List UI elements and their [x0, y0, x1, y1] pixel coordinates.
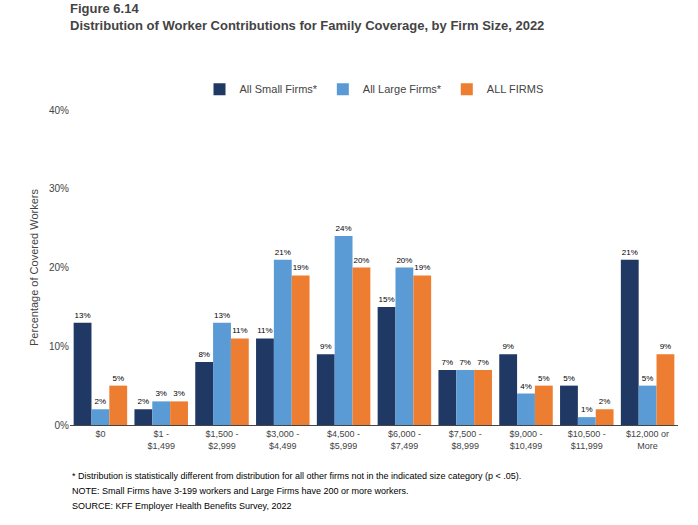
svg-text:* Distribution is statisticall: * Distribution is statistically differen… [72, 471, 521, 481]
svg-text:21%: 21% [275, 248, 291, 257]
svg-text:5%: 5% [563, 374, 575, 383]
svg-text:$7,500 -$8,999: $7,500 -$8,999 [449, 429, 482, 451]
svg-text:19%: 19% [293, 263, 309, 272]
svg-text:Figure 6.14Distribution of Wor: Figure 6.14Distribution of Worker Contri… [70, 1, 544, 33]
svg-text:3%: 3% [155, 389, 167, 398]
svg-text:5%: 5% [642, 374, 654, 383]
svg-text:3%: 3% [173, 389, 185, 398]
svg-text:$9,000 -$10,499: $9,000 -$10,499 [509, 429, 542, 451]
svg-text:20%: 20% [353, 256, 369, 265]
svg-text:20%: 20% [396, 256, 412, 265]
svg-text:NOTE: Small Firms have 3-199 w: NOTE: Small Firms have 3-199 workers and… [72, 486, 409, 496]
svg-text:$10,500 -$11,999: $10,500 -$11,999 [568, 429, 606, 451]
svg-text:13%: 13% [214, 311, 230, 320]
svg-text:9%: 9% [660, 342, 672, 351]
svg-text:7%: 7% [442, 358, 454, 367]
svg-text:13%: 13% [75, 311, 91, 320]
svg-text:ALL FIRMS: ALL FIRMS [487, 83, 543, 95]
svg-text:9%: 9% [320, 342, 332, 351]
svg-text:$3,000 -$4,499: $3,000 -$4,499 [266, 429, 299, 451]
svg-text:30%: 30% [49, 183, 69, 194]
svg-text:10%: 10% [49, 341, 69, 352]
svg-text:SOURCE: KFF Employer Health Be: SOURCE: KFF Employer Health Benefits Sur… [72, 501, 291, 511]
svg-text:19%: 19% [414, 263, 430, 272]
svg-text:7%: 7% [477, 358, 489, 367]
svg-text:24%: 24% [336, 224, 352, 233]
svg-text:5%: 5% [538, 374, 550, 383]
svg-text:Percentage of Covered Workers: Percentage of Covered Workers [28, 189, 40, 346]
svg-text:11%: 11% [232, 326, 247, 335]
svg-text:2%: 2% [95, 397, 107, 406]
svg-text:$1,500 -$2,999: $1,500 -$2,999 [205, 429, 238, 451]
svg-text:40%: 40% [49, 105, 69, 116]
svg-text:5%: 5% [112, 374, 124, 383]
svg-text:1%: 1% [581, 405, 593, 414]
svg-text:21%: 21% [622, 248, 638, 257]
svg-text:All Large Firms*: All Large Firms* [363, 83, 442, 95]
svg-text:0%: 0% [55, 420, 70, 431]
svg-text:$4,500 -$5,999: $4,500 -$5,999 [327, 429, 360, 451]
svg-text:$1 -$1,499: $1 -$1,499 [147, 429, 175, 451]
svg-text:$12,000 orMore: $12,000 orMore [626, 429, 669, 451]
svg-text:20%: 20% [49, 262, 69, 273]
svg-text:$0: $0 [95, 429, 105, 439]
svg-text:$6,000 -$7,499: $6,000 -$7,499 [388, 429, 421, 451]
svg-text:15%: 15% [379, 295, 395, 304]
svg-text:11%: 11% [257, 326, 272, 335]
svg-text:9%: 9% [502, 342, 514, 351]
svg-text:2%: 2% [138, 397, 150, 406]
svg-text:8%: 8% [198, 350, 210, 359]
svg-text:2%: 2% [599, 397, 611, 406]
svg-text:4%: 4% [520, 382, 532, 391]
svg-text:7%: 7% [459, 358, 471, 367]
svg-text:All Small Firms*: All Small Firms* [240, 83, 318, 95]
